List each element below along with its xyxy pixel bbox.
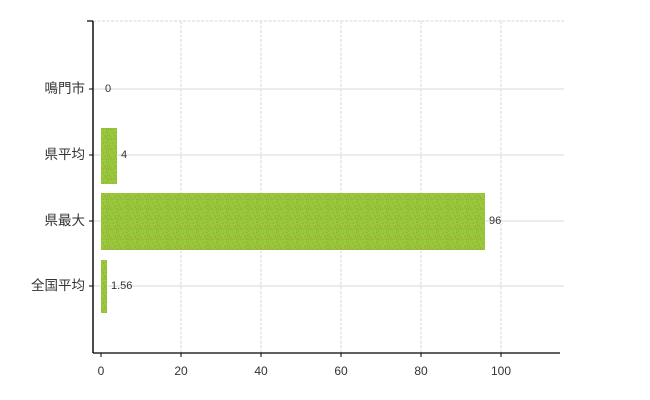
svg-text:100: 100 [491, 364, 511, 378]
svg-text:60: 60 [334, 364, 348, 378]
svg-text:20: 20 [174, 364, 188, 378]
svg-text:県最大: 県最大 [45, 213, 86, 228]
svg-text:80: 80 [414, 364, 428, 378]
svg-text:1.56: 1.56 [111, 280, 132, 292]
svg-text:96: 96 [489, 215, 501, 227]
svg-text:全国平均: 全国平均 [31, 277, 85, 293]
svg-text:4: 4 [121, 149, 127, 161]
svg-text:鳴門市: 鳴門市 [45, 80, 86, 96]
svg-text:0: 0 [98, 364, 105, 378]
svg-text:0: 0 [105, 83, 111, 95]
svg-text:40: 40 [254, 364, 268, 378]
svg-text:県平均: 県平均 [45, 147, 86, 162]
